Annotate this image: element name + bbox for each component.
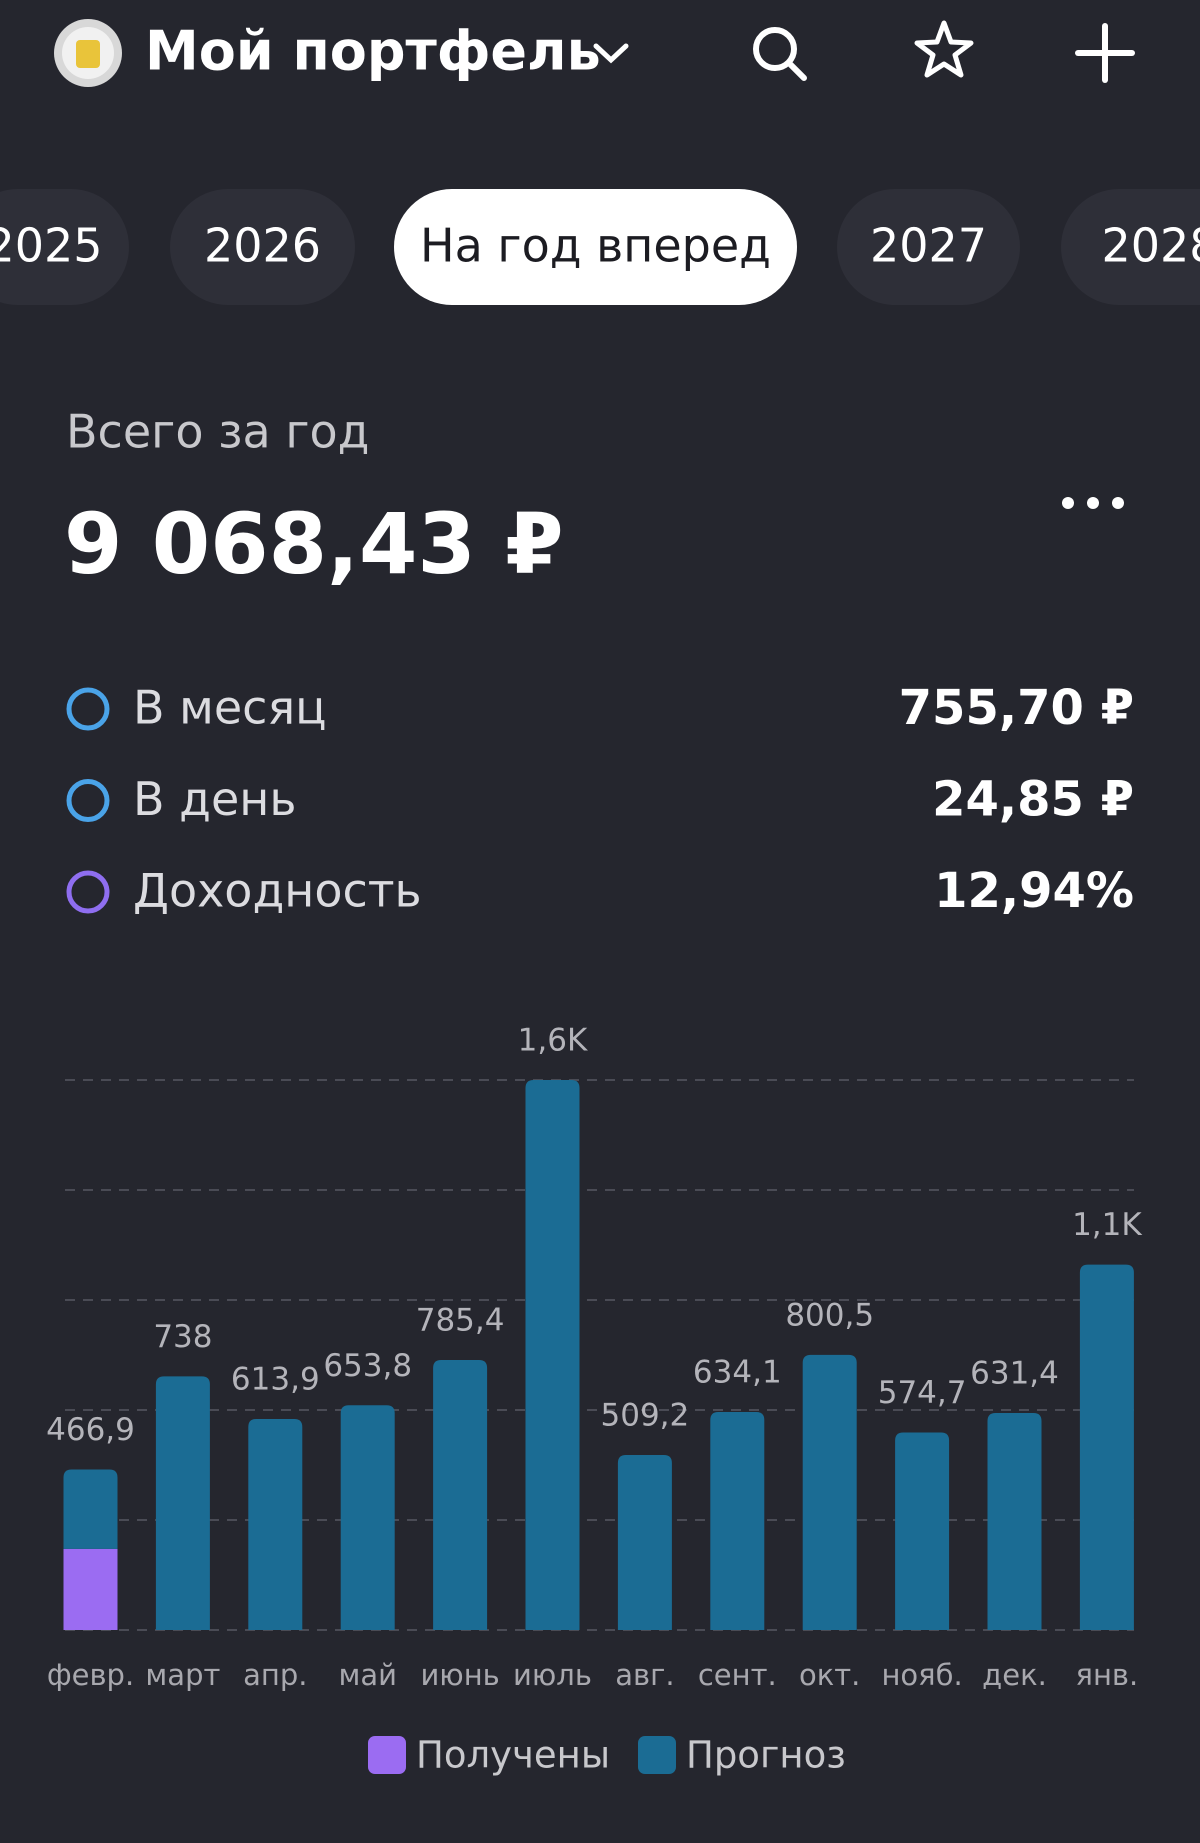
x-tick-label: окт. [799, 1658, 860, 1692]
bar-total-label: 785,4 [416, 1303, 505, 1339]
row-label: В месяц [133, 681, 326, 735]
row-value: 24,85 ₽ [932, 772, 1134, 828]
bar-total-label: 1,6K [518, 1023, 588, 1059]
x-tick-label: март [145, 1658, 220, 1692]
tab-label[interactable]: 2027 [870, 219, 987, 273]
row-marker [66, 779, 110, 822]
bar-segment [617, 1454, 672, 1630]
x-tick-label: авг. [615, 1658, 674, 1692]
more-menu[interactable] [1062, 497, 1124, 509]
logo[interactable] [54, 19, 122, 87]
bar-total-label: 613,9 [231, 1361, 320, 1397]
bar-total-label: 509,2 [601, 1397, 690, 1433]
chart: 466,9 февр. 738 март 613,9 апр. 653,8 май 785,4 и… [46, 1023, 1142, 1777]
bar-segment [987, 1412, 1042, 1630]
row-marker [66, 870, 110, 914]
bar-total-label: 631,4 [970, 1355, 1059, 1391]
x-tick-label: июль [513, 1658, 592, 1692]
tab-pill[interactable] [170, 189, 355, 305]
x-tick-label: июнь [420, 1658, 499, 1692]
bar-total-label: 1,1K [1072, 1207, 1142, 1243]
row-label: Доходность [133, 864, 422, 918]
row-label: В день [133, 772, 296, 826]
tabs: 2025 2026 На год вперед 2027 2028 [0, 189, 1200, 305]
summary-rows: В месяц 755,70 ₽ В день 24,85 ₽ Доходность 12… [66, 680, 1134, 919]
bar-segment [710, 1412, 765, 1630]
tab-pill[interactable] [394, 189, 797, 305]
legend-label: Прогноз [686, 1734, 846, 1777]
row-value: 12,94% [934, 863, 1134, 919]
legend-label: Получены [416, 1734, 610, 1777]
bar-total-label: 634,1 [693, 1355, 782, 1391]
bar-total-label: 738 [153, 1319, 212, 1355]
x-tick-label: янв. [1076, 1658, 1139, 1692]
x-tick-label: сент. [698, 1658, 777, 1692]
bar-segment [1079, 1264, 1134, 1630]
bar-segment [63, 1469, 118, 1549]
dropdown-icon[interactable] [593, 43, 629, 64]
tab-pill[interactable] [1061, 189, 1200, 305]
bar-segment [340, 1405, 395, 1630]
summary-label: Всего за год [66, 405, 369, 459]
bar-total-label: 466,9 [46, 1412, 135, 1448]
x-tick-label: дек. [982, 1658, 1047, 1692]
legend-swatch [638, 1736, 676, 1774]
x-tick-label: февр. [47, 1658, 134, 1692]
summary-total: 9 068,43 ₽ [64, 495, 564, 593]
row-marker [66, 687, 110, 731]
bar-total-label: 800,5 [785, 1297, 874, 1333]
x-tick-label: май [338, 1658, 397, 1692]
bar-segment [802, 1354, 857, 1630]
search-icon[interactable] [753, 27, 807, 81]
bar-segment [525, 1080, 580, 1630]
bar-total-label: 653,8 [323, 1348, 412, 1384]
row-value: 755,70 ₽ [899, 680, 1134, 736]
tab-label[interactable]: 2028 [1101, 219, 1200, 273]
add-icon[interactable] [1075, 23, 1135, 83]
tab-label[interactable]: 2025 [0, 219, 103, 273]
header-title[interactable]: Мой портфель [145, 20, 601, 83]
tab-label[interactable]: На год вперед [420, 219, 771, 273]
legend-swatch [368, 1736, 406, 1774]
tab-pill[interactable] [0, 189, 129, 305]
bar-segment [155, 1376, 210, 1630]
tab-label[interactable]: 2026 [204, 219, 321, 273]
bar-total-label: 574,7 [878, 1375, 967, 1411]
x-tick-label: нояб. [881, 1658, 962, 1692]
bar-segment [433, 1360, 488, 1630]
favorite-icon[interactable] [914, 20, 974, 78]
bar-segment [63, 1548, 118, 1630]
bar-segment [895, 1432, 950, 1630]
x-tick-label: апр. [243, 1658, 307, 1692]
tab-pill[interactable] [837, 189, 1020, 305]
bar-segment [248, 1418, 303, 1630]
